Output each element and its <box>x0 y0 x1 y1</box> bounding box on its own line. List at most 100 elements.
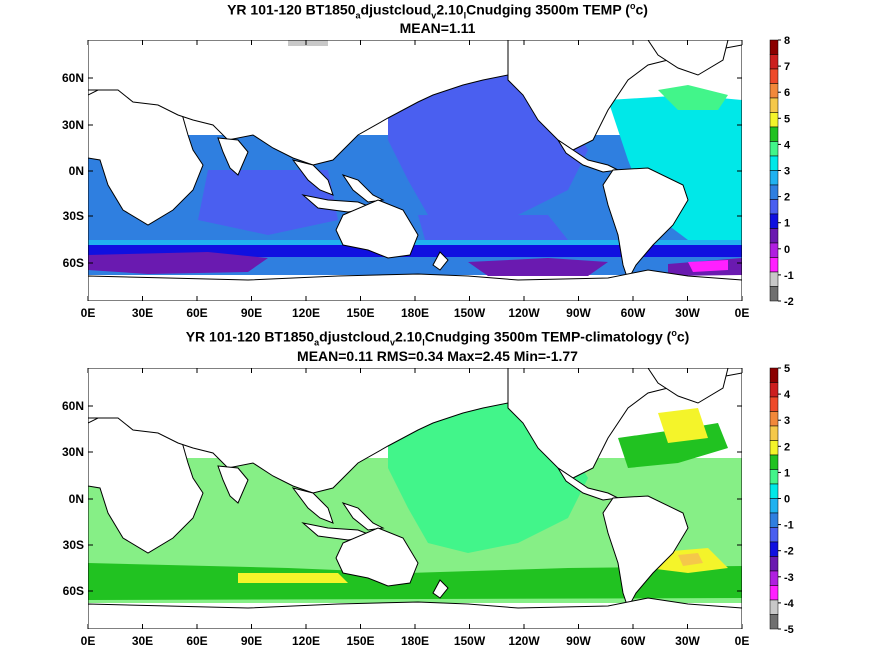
x-tick-label: 120E <box>292 634 320 648</box>
x-tick-label: 60W <box>621 634 646 648</box>
colorbar-label: 2 <box>784 441 790 453</box>
colorbar-label: 1 <box>784 218 790 230</box>
colorbar-swatch <box>769 382 779 398</box>
x-tick-label: 180E <box>401 634 429 648</box>
x-tick-label: 60E <box>186 634 207 648</box>
x-tick-label: 90W <box>566 306 591 320</box>
colorbar-swatch <box>769 83 779 99</box>
colorbar-label: 5 <box>784 363 790 375</box>
x-tick-label: 0E <box>735 306 750 320</box>
x-tick-label: 120W <box>508 306 540 320</box>
colorbar-swatch <box>769 469 779 485</box>
colorbar-swatch <box>769 585 779 601</box>
y-tick-label: 30N <box>62 445 84 459</box>
x-tick-label: 120E <box>292 306 320 320</box>
colorbar-label: -3 <box>784 572 794 584</box>
x-tick-label: 0E <box>81 634 96 648</box>
top-map-subtitle: MEAN=1.11 <box>399 20 476 36</box>
colorbar-swatch <box>769 242 779 258</box>
bottom-colorbar: 5 4 3 2 1 0 -1 -2 -3 -4 -5 <box>769 363 795 636</box>
y-tick-label: 30N <box>62 118 84 132</box>
colorbar-label: 8 <box>784 35 790 47</box>
colorbar-swatch <box>769 184 779 200</box>
x-tick-label: 30E <box>132 634 153 648</box>
colorbar-label: -2 <box>784 546 794 558</box>
x-tick-label: 150E <box>346 634 374 648</box>
colorbar-swatch <box>769 512 779 528</box>
bottom-map-title: YR 101-120 BT1850adjustcloudv2.10lCnudgi… <box>185 328 690 348</box>
colorbar-swatch <box>769 541 779 557</box>
bottom-map-axes: 0E 30E 60E 90E 120E 150E 180E 150W 120W 90W 60W 30W… <box>62 368 749 648</box>
x-tick-label: 30W <box>675 306 700 320</box>
colorbar-swatch <box>769 425 779 441</box>
colorbar-swatch <box>769 367 779 383</box>
y-tick-label: 60N <box>62 71 84 85</box>
colorbar-swatch <box>769 411 779 427</box>
colorbar-swatch <box>769 112 779 128</box>
colorbar-swatch <box>769 199 779 215</box>
colorbar-label: 0 <box>784 494 790 506</box>
colorbar-label: 7 <box>784 61 790 73</box>
colorbar-swatch <box>769 39 779 55</box>
colorbar-label: 5 <box>784 113 790 125</box>
y-tick-label: 30S <box>63 538 84 552</box>
colorbar-label: -4 <box>784 598 795 610</box>
colorbar-swatch <box>769 527 779 543</box>
x-tick-label: 30E <box>132 306 153 320</box>
colorbar-label: 6 <box>784 87 790 99</box>
colorbar-swatch <box>769 141 779 157</box>
bottom-map-subtitle: MEAN=0.11 RMS=0.34 Max=2.45 Min=-1.77 <box>297 348 578 364</box>
colorbar-swatch <box>769 97 779 113</box>
x-tick-label: 60E <box>186 306 207 320</box>
colorbar-label: -1 <box>784 520 794 532</box>
colorbar-swatch <box>769 228 779 244</box>
colorbar-swatch <box>769 155 779 171</box>
x-tick-label: 90E <box>241 634 262 648</box>
colorbar-label: 4 <box>784 389 791 401</box>
colorbar-label: 2 <box>784 192 790 204</box>
x-tick-label: 150W <box>454 306 486 320</box>
colorbar-swatch <box>769 483 779 499</box>
x-tick-label: 90W <box>566 634 591 648</box>
colorbar-swatch <box>769 599 779 615</box>
x-tick-label: 180E <box>401 306 429 320</box>
colorbar-swatch <box>769 170 779 186</box>
x-tick-label: 150E <box>346 306 374 320</box>
colorbar-label: -5 <box>784 624 794 636</box>
colorbar-swatch <box>769 396 779 412</box>
colorbar-label: 1 <box>784 467 790 479</box>
y-tick-label: 0N <box>69 164 84 178</box>
bottom-map <box>88 368 742 629</box>
top-colorbar: 8 7 6 5 4 3 2 1 0 -1 -2 <box>769 35 794 308</box>
colorbar-swatch <box>769 257 779 273</box>
colorbar-label: 0 <box>784 244 790 256</box>
top-map-title: YR 101-120 BT1850adjustcloudv2.10lCnudgi… <box>227 1 648 21</box>
colorbar-swatch <box>769 454 779 470</box>
colorbar-label: 4 <box>784 139 791 151</box>
colorbar-swatch <box>769 570 779 586</box>
colorbar-swatch <box>769 556 779 572</box>
colorbar-label: 3 <box>784 166 790 178</box>
y-tick-label: 60N <box>62 399 84 413</box>
colorbar-swatch <box>769 614 779 630</box>
colorbar-swatch <box>769 271 779 287</box>
y-tick-label: 60S <box>63 256 84 270</box>
colorbar-label: -1 <box>784 270 794 282</box>
x-tick-label: 120W <box>508 634 540 648</box>
top-map <box>88 40 742 301</box>
y-tick-label: 30S <box>63 209 84 223</box>
y-tick-label: 60S <box>63 584 84 598</box>
colorbar-swatch <box>769 498 779 514</box>
x-tick-label: 150W <box>454 634 486 648</box>
colorbar-swatch <box>769 213 779 229</box>
colorbar-swatch <box>769 440 779 456</box>
x-tick-label: 30W <box>675 634 700 648</box>
y-tick-label: 0N <box>69 492 84 506</box>
colorbar-swatch <box>769 126 779 142</box>
colorbar-label: -2 <box>784 296 794 308</box>
x-tick-label: 0E <box>735 634 750 648</box>
colorbar-swatch <box>769 68 779 84</box>
colorbar-swatch <box>769 286 779 302</box>
colorbar-label: 3 <box>784 415 790 427</box>
